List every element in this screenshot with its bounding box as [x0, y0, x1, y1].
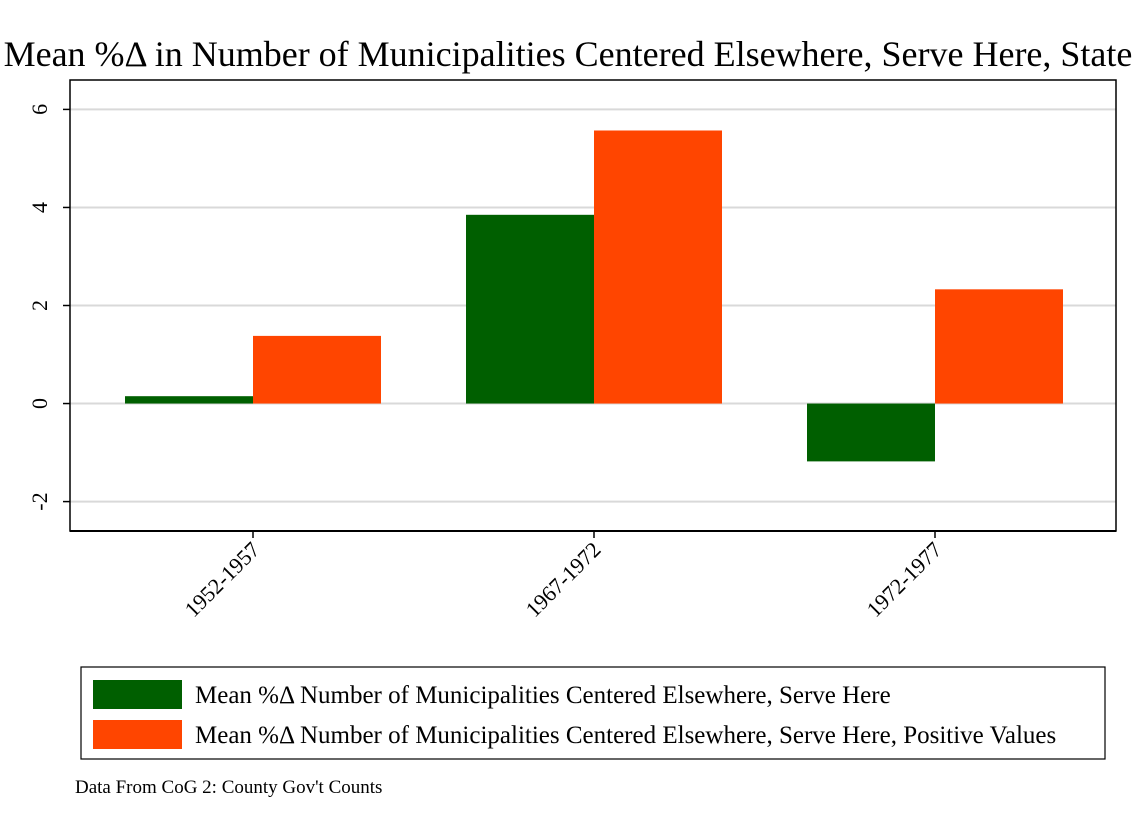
source-note: Data From CoG 2: County Gov't Counts [75, 777, 382, 798]
bar [935, 289, 1063, 404]
chart-title: Mean %Δ in Number of Municipalities Cent… [4, 34, 1133, 74]
legend-box [80, 666, 1106, 760]
x-tick-label: 1952-1957 [179, 537, 264, 622]
bar [125, 396, 253, 404]
bar [466, 214, 594, 404]
legend: Mean %Δ Number of Municipalities Centere… [93, 680, 1056, 749]
x-tick-label: 1972-1977 [861, 537, 946, 622]
y-axis-ticks: -2 0 2 4 6 [27, 104, 70, 511]
bars [125, 130, 1063, 462]
legend-swatch [93, 720, 182, 749]
bar [253, 335, 381, 404]
x-axis-ticks: 1952-1957 1967-1972 1972-1977 [179, 531, 947, 622]
x-tick-label: 1967-1972 [520, 537, 605, 622]
legend-label: Mean %Δ Number of Municipalities Centere… [195, 682, 891, 709]
bar [807, 403, 935, 462]
y-tick-label: 0 [27, 398, 52, 409]
legend-label: Mean %Δ Number of Municipalities Centere… [195, 722, 1056, 749]
y-tick-label: 4 [27, 202, 52, 213]
y-tick-label: -2 [27, 492, 52, 510]
y-tick-label: 2 [27, 300, 52, 311]
y-tick-label: 6 [27, 104, 52, 115]
legend-swatch [93, 680, 182, 709]
bar [594, 130, 722, 404]
